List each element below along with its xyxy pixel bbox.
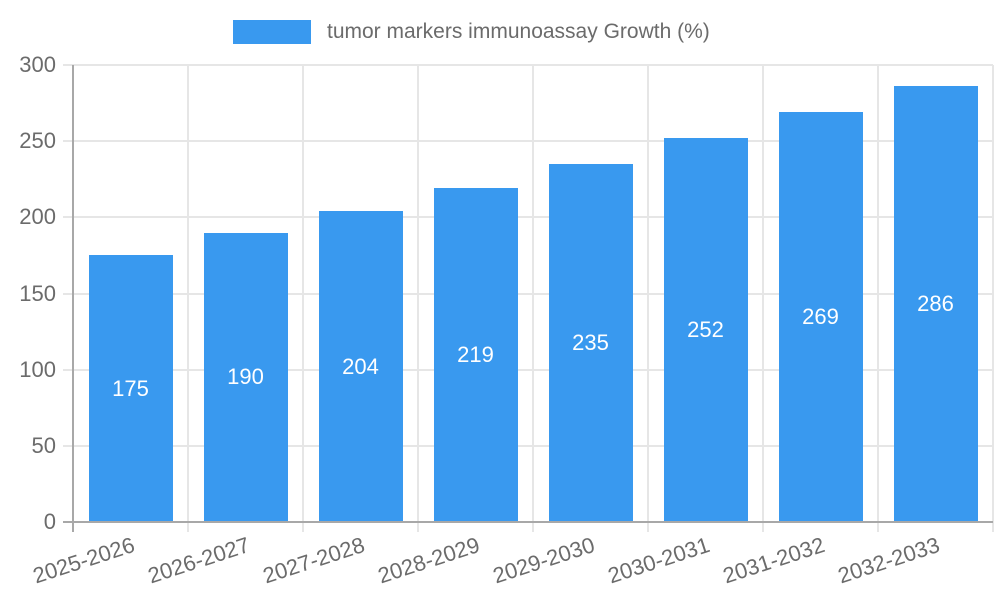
y-tick-label: 150 (19, 280, 56, 306)
bar-value-label: 235 (572, 330, 609, 355)
x-gridline (302, 65, 304, 532)
legend-swatch (233, 20, 311, 44)
y-tick-label: 300 (19, 52, 56, 77)
x-tick-label: 2026-2027 (145, 532, 253, 589)
bar[interactable] (663, 138, 748, 522)
bar-value-label: 175 (112, 375, 149, 401)
x-gridline (417, 65, 419, 532)
y-tick-label: 0 (43, 509, 56, 534)
chart-legend[interactable]: tumor markers immunoassay Growth (%) (233, 20, 710, 44)
y-gridline (63, 64, 993, 66)
x-tick-label: 2030-2031 (605, 532, 713, 589)
bar-value-label: 219 (457, 342, 494, 368)
x-tick-label: 2029-2030 (490, 532, 598, 589)
y-gridline (63, 368, 993, 371)
y-gridline (63, 216, 993, 219)
y-tick-label: 50 (31, 432, 56, 458)
x-gridline (532, 65, 534, 532)
y-gridline (63, 140, 993, 143)
bar[interactable] (893, 86, 978, 522)
bar[interactable] (203, 232, 288, 522)
x-tick-label: 2025-2026 (30, 532, 138, 589)
y-tick-label: 250 (19, 128, 56, 154)
x-tick-label: 2032-2033 (835, 532, 943, 589)
legend-label: tumor markers immunoassay Growth (%) (327, 20, 710, 43)
bar[interactable] (88, 255, 173, 522)
x-tick-label: 2027-2028 (260, 532, 368, 589)
bar-value-label: 286 (917, 291, 954, 317)
bar[interactable] (318, 211, 403, 522)
bar[interactable] (433, 188, 518, 522)
x-tick-label: 2028-2029 (375, 532, 483, 589)
x-gridline (762, 65, 764, 532)
y-gridline (63, 292, 993, 295)
y-gridline (63, 444, 993, 447)
y-tick-label: 200 (19, 204, 56, 230)
x-gridline (187, 65, 189, 532)
y-axis-line (72, 65, 74, 532)
bar[interactable] (548, 164, 633, 522)
x-gridline (647, 65, 649, 532)
y-tick-label: 100 (19, 356, 56, 382)
bar-value-label: 204 (342, 353, 379, 379)
bar[interactable] (778, 112, 863, 522)
x-axis-line (63, 521, 993, 523)
bar-value-label: 269 (802, 304, 839, 330)
x-gridline (992, 65, 994, 532)
x-gridline (877, 65, 879, 532)
bar-value-label: 190 (227, 364, 264, 390)
x-tick-label: 2031-2032 (720, 532, 828, 589)
bar-value-label: 252 (687, 317, 724, 343)
